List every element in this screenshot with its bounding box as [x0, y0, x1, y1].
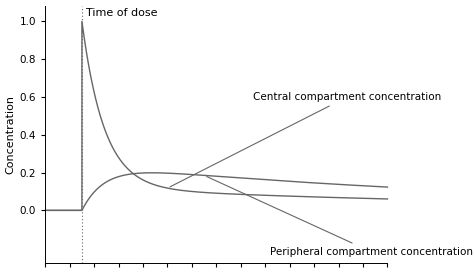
Y-axis label: Concentration: Concentration [6, 95, 16, 174]
Text: Time of dose: Time of dose [86, 8, 157, 18]
Text: Peripheral compartment concentration: Peripheral compartment concentration [207, 177, 473, 257]
Text: Central compartment concentration: Central compartment concentration [170, 92, 441, 187]
